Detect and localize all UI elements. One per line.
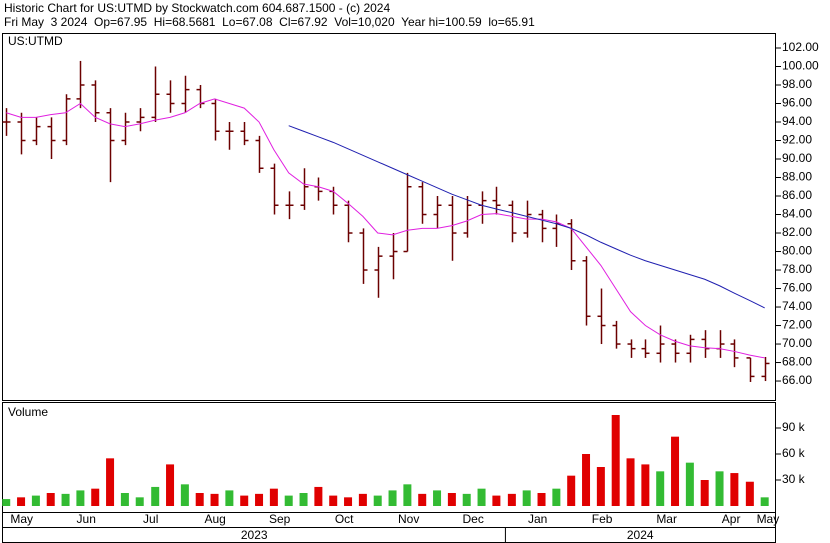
volume-bar	[462, 493, 471, 506]
volume-bar	[477, 488, 486, 506]
volume-bar	[61, 493, 70, 506]
x-tick-label: May	[10, 512, 33, 526]
year-label: 2023	[241, 528, 268, 542]
x-tick-label: May	[757, 512, 780, 526]
y-tick-label: 92.00	[782, 133, 812, 147]
volume-bar	[418, 493, 427, 506]
symbol-label: US:UTMD	[8, 34, 63, 48]
volume-bar	[106, 458, 115, 506]
volume-bar	[715, 471, 724, 506]
volume-bar	[180, 484, 189, 506]
y-tick-label: 66.00	[782, 373, 812, 387]
volume-bar	[195, 493, 204, 506]
volume-label: Volume	[8, 405, 48, 419]
volume-bar	[730, 473, 739, 506]
volume-bar	[135, 497, 144, 506]
volume-bar	[225, 490, 234, 506]
y-tick-label: 84.00	[782, 207, 812, 221]
volume-bar	[120, 493, 129, 506]
moving-average	[288, 125, 765, 309]
volume-bar	[329, 495, 338, 506]
volume-bar	[373, 495, 382, 506]
volume-bar	[641, 464, 650, 506]
chart-subtitle: Fri May 3 2024 Op=67.95 Hi=68.5681 Lo=67…	[4, 15, 535, 29]
y2-tick-label: 30 k	[782, 472, 806, 486]
volume-bar	[151, 486, 160, 506]
volume-bar	[626, 458, 635, 506]
volume-bar	[2, 499, 11, 506]
volume-bar	[344, 497, 353, 506]
y-tick-label: 86.00	[782, 188, 812, 202]
x-tick-label: Oct	[335, 512, 354, 526]
volume-bar	[358, 493, 367, 506]
volume-bar	[210, 493, 219, 506]
y-tick-label: 94.00	[782, 114, 812, 128]
volume-bar	[582, 454, 591, 506]
volume-bar	[656, 471, 665, 506]
volume-bar	[255, 493, 264, 506]
y-tick-label: 68.00	[782, 355, 812, 369]
volume-bar	[166, 464, 175, 506]
volume-bar	[388, 490, 397, 506]
y-tick-label: 96.00	[782, 96, 812, 110]
y-tick-label: 102.00	[782, 40, 819, 54]
volume-bar	[760, 497, 769, 506]
y-tick-label: 82.00	[782, 225, 812, 239]
volume-bar	[433, 490, 442, 506]
volume-bar	[671, 436, 680, 506]
x-tick-label: Sep	[269, 512, 291, 526]
volume-bar	[17, 497, 26, 506]
volume-bar	[552, 488, 561, 506]
x-tick-label: Nov	[398, 512, 419, 526]
x-tick-label: Jun	[77, 512, 96, 526]
volume-bar	[46, 493, 55, 506]
volume-bar	[403, 484, 412, 506]
y-tick-label: 78.00	[782, 262, 812, 276]
y-tick-label: 88.00	[782, 170, 812, 184]
volume-bar	[596, 467, 605, 506]
volume-bar	[507, 493, 516, 506]
volume-bar	[91, 488, 100, 506]
volume-bar	[240, 495, 249, 506]
y-tick-label: 98.00	[782, 77, 812, 91]
year-axis	[2, 527, 776, 543]
y-tick-label: 72.00	[782, 318, 812, 332]
y2-tick-label: 90 k	[782, 420, 806, 434]
volume-bar	[522, 490, 531, 506]
volume-bar	[314, 486, 323, 506]
y-tick-label: 76.00	[782, 281, 812, 295]
volume-bar	[299, 493, 308, 506]
y-tick-label: 80.00	[782, 244, 812, 258]
volume-bar	[31, 495, 40, 506]
y-tick-label: 100.00	[782, 59, 819, 73]
x-tick-label: Mar	[656, 512, 677, 526]
x-tick-label: Apr	[722, 512, 741, 526]
year-label: 2024	[627, 528, 654, 542]
price-panel	[2, 33, 776, 401]
y-tick-label: 70.00	[782, 336, 812, 350]
volume-bar	[76, 490, 85, 506]
volume-bar	[447, 493, 456, 506]
volume-bar	[537, 493, 546, 506]
x-tick-label: Dec	[462, 512, 483, 526]
x-tick-label: Jul	[143, 512, 158, 526]
x-tick-label: Feb	[592, 512, 613, 526]
volume-bar	[611, 415, 620, 506]
y-tick-label: 90.00	[782, 151, 812, 165]
y-tick-label: 74.00	[782, 299, 812, 313]
x-tick-label: Aug	[205, 512, 226, 526]
volume-bar	[567, 475, 576, 506]
volume-bar	[745, 481, 754, 506]
chart-title: Historic Chart for US:UTMD by Stockwatch…	[4, 1, 390, 15]
volume-bar	[284, 495, 293, 506]
x-tick-label: Jan	[528, 512, 547, 526]
volume-bar	[269, 488, 278, 506]
volume-bar	[492, 495, 501, 506]
moving-average	[6, 98, 765, 359]
y2-tick-label: 60 k	[782, 446, 806, 460]
volume-bar	[685, 462, 694, 506]
volume-bar	[700, 480, 709, 506]
